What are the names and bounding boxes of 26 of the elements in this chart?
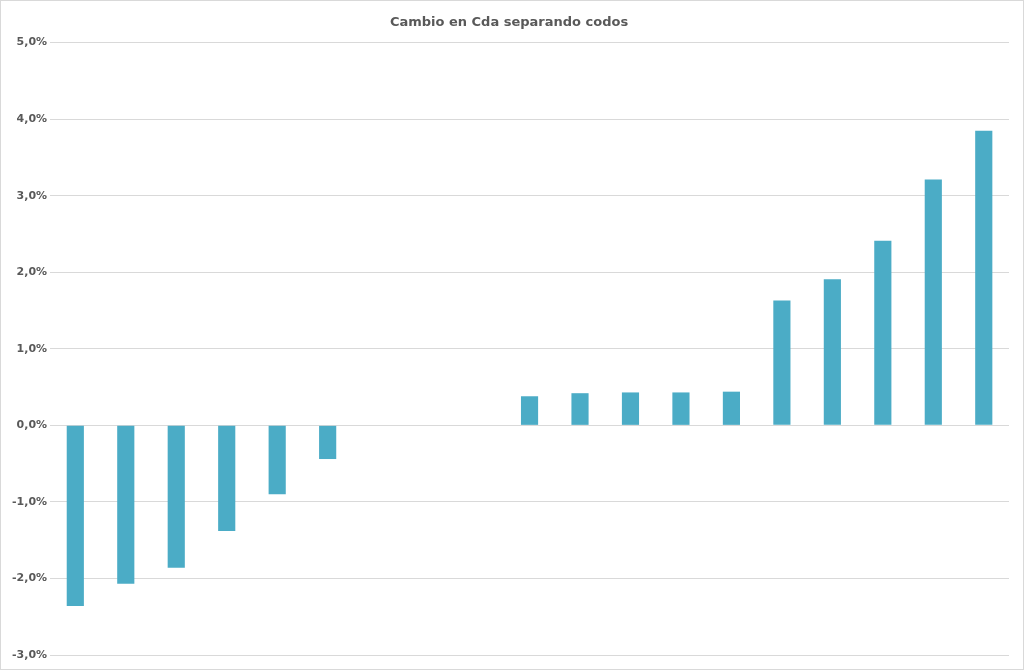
y-tick-label: 2,0% <box>16 265 48 279</box>
y-tick-label: -1,0% <box>12 494 48 508</box>
y-tick-label: 4,0% <box>16 112 48 126</box>
bar <box>823 279 841 425</box>
y-tick-label: -3,0% <box>12 647 48 661</box>
bar <box>924 179 942 425</box>
bar <box>167 425 185 568</box>
bar <box>319 425 337 460</box>
bar <box>520 396 539 425</box>
y-tick-label: 0,0% <box>16 418 48 432</box>
bar <box>66 425 84 607</box>
bar <box>722 391 740 425</box>
bar <box>117 425 135 584</box>
bar <box>621 392 640 425</box>
y-tick-label: 1,0% <box>16 341 48 355</box>
y-tick-label: -2,0% <box>12 571 48 585</box>
y-tick-label: 3,0% <box>16 188 48 202</box>
bar <box>268 425 286 495</box>
bar <box>672 392 690 425</box>
bar <box>218 425 236 531</box>
bar <box>571 393 589 425</box>
chart-title: Cambio en Cda separando codos <box>389 14 629 30</box>
bar <box>874 240 892 425</box>
bar <box>773 300 791 425</box>
y-tick-label: 5,0% <box>16 35 48 49</box>
bar <box>975 130 993 425</box>
